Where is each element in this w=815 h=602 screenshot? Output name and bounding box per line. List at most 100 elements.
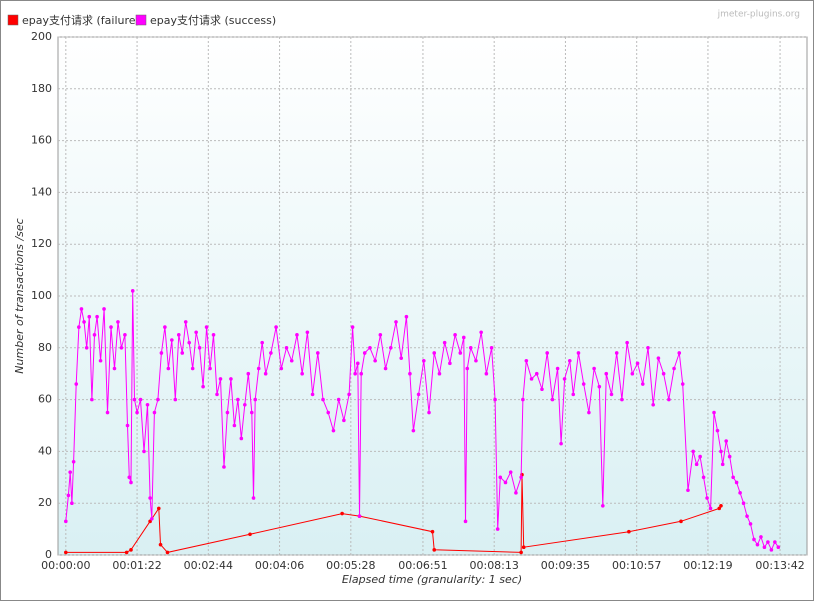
- data-point: [691, 449, 695, 454]
- data-point: [190, 366, 195, 371]
- data-point: [769, 548, 774, 552]
- data-point: [173, 397, 178, 402]
- y-tick-label: 180: [31, 82, 52, 95]
- data-point: [503, 480, 508, 485]
- data-point: [667, 397, 671, 402]
- x-tick-label: 00:09:35: [541, 559, 590, 572]
- data-point: [201, 384, 205, 389]
- data-point: [601, 503, 605, 508]
- data-point: [705, 496, 709, 500]
- data-point: [635, 361, 640, 366]
- data-point: [388, 346, 393, 350]
- data-point: [679, 519, 683, 524]
- data-point: [752, 537, 756, 542]
- data-point: [720, 462, 725, 467]
- series-line: [65, 290, 779, 552]
- data-point: [524, 358, 529, 363]
- y-tick-label: 0: [45, 548, 52, 561]
- data-point: [362, 351, 367, 355]
- y-tick-label: 80: [38, 341, 52, 354]
- data-point: [66, 493, 71, 498]
- data-point: [701, 475, 706, 480]
- data-point: [98, 358, 103, 363]
- x-tick-label: 00:01:22: [112, 559, 161, 572]
- data-point: [762, 545, 767, 550]
- data-point: [130, 289, 135, 293]
- x-tick-label: 00:10:57: [612, 559, 661, 572]
- data-point: [437, 371, 442, 376]
- data-point: [350, 325, 355, 329]
- data-point: [284, 346, 289, 350]
- data-point: [135, 410, 139, 415]
- data-point: [74, 382, 79, 386]
- data-point: [260, 340, 264, 345]
- data-point: [534, 371, 539, 376]
- data-point: [529, 377, 534, 381]
- data-point: [493, 397, 497, 402]
- data-point: [70, 501, 74, 506]
- x-tick-label: 00:12:19: [683, 559, 732, 572]
- data-point: [355, 361, 360, 366]
- data-point: [416, 392, 421, 397]
- data-point: [776, 545, 781, 550]
- data-point: [68, 470, 72, 474]
- data-point: [651, 402, 656, 407]
- data-point: [92, 333, 97, 337]
- data-point: [717, 506, 722, 511]
- data-point: [432, 351, 437, 355]
- x-tick-label: 00:04:06: [255, 559, 304, 572]
- data-point: [581, 382, 586, 386]
- data-point: [359, 371, 364, 376]
- data-point: [142, 449, 146, 454]
- data-point: [64, 550, 68, 555]
- y-tick-label: 100: [31, 289, 52, 302]
- data-point: [123, 333, 127, 337]
- data-point: [625, 340, 629, 345]
- data-point: [82, 320, 86, 324]
- data-point: [571, 392, 576, 397]
- data-point: [394, 320, 398, 324]
- legend-label: epay支付请求 (success): [150, 14, 276, 27]
- data-point: [109, 325, 113, 329]
- data-point: [129, 548, 133, 552]
- data-point: [225, 410, 230, 415]
- data-point: [498, 475, 503, 480]
- data-point: [731, 475, 735, 480]
- data-point: [194, 330, 198, 335]
- data-point: [609, 392, 614, 397]
- data-point: [187, 340, 192, 345]
- data-point: [559, 441, 563, 446]
- data-point: [269, 351, 273, 355]
- data-point: [229, 377, 233, 381]
- x-tick-label: 00:08:13: [469, 559, 518, 572]
- data-point: [712, 410, 716, 415]
- data-point: [368, 346, 372, 350]
- y-tick-label: 160: [31, 134, 52, 147]
- data-point: [592, 366, 596, 371]
- data-point: [331, 428, 336, 433]
- data-point: [448, 361, 452, 366]
- data-point: [404, 314, 409, 319]
- data-point: [249, 410, 254, 415]
- data-point: [465, 366, 470, 371]
- data-point: [640, 382, 645, 386]
- data-point: [719, 503, 723, 508]
- data-point: [519, 550, 523, 555]
- data-point: [567, 358, 572, 363]
- data-point: [145, 402, 150, 407]
- data-point: [495, 527, 500, 531]
- data-point: [458, 351, 463, 355]
- data-point: [246, 371, 251, 376]
- data-point: [204, 325, 209, 329]
- data-point: [289, 358, 294, 363]
- y-axis-label: Number of transactions /sec: [13, 218, 26, 373]
- data-point: [166, 366, 171, 371]
- data-point: [383, 366, 388, 371]
- data-point: [545, 351, 549, 355]
- data-point: [508, 470, 513, 474]
- data-point: [408, 371, 412, 376]
- x-tick-label: 00:00:00: [41, 559, 90, 572]
- data-point: [274, 325, 278, 329]
- data-point: [661, 371, 666, 376]
- data-point: [64, 519, 68, 524]
